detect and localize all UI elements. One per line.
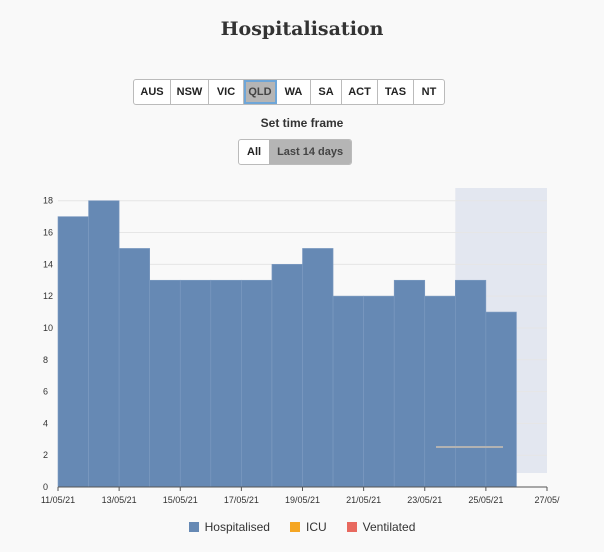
y-tick-label: 14 (43, 259, 53, 269)
state-button-sa[interactable]: SA (311, 80, 342, 104)
bar-hospitalised (302, 248, 334, 488)
timeframe-label: Set time frame (260, 116, 344, 130)
y-tick-label: 16 (43, 228, 53, 238)
legend-item-hospitalised: Hospitalised (188, 520, 270, 534)
y-tick-label: 0 (43, 482, 48, 492)
bar-hospitalised (363, 295, 395, 488)
bar-hospitalised (485, 311, 517, 488)
x-tick-label: 27/05/ (534, 495, 560, 505)
x-tick-label: 17/05/21 (224, 495, 259, 505)
bar-hospitalised (424, 295, 456, 488)
legend-label: ICU (305, 520, 327, 534)
state-button-wa[interactable]: WA (277, 80, 311, 104)
x-tick-label: 11/05/21 (41, 495, 75, 505)
legend-item-ventilated: Ventilated (346, 520, 416, 534)
timeframe-selector: All Last 14 days (238, 139, 353, 165)
y-tick-label: 10 (43, 323, 53, 333)
state-selector: AUS NSW VIC QLD WA SA ACT TAS NT (133, 79, 445, 105)
x-tick-label: 21/05/21 (346, 495, 381, 505)
state-button-tas[interactable]: TAS (378, 80, 414, 104)
state-button-nt[interactable]: NT (421, 86, 437, 98)
y-tick-label: 2 (43, 450, 48, 460)
x-tick-label: 19/05/21 (285, 495, 320, 505)
x-tick-label: 25/05/21 (468, 495, 503, 505)
bar-hospitalised (149, 279, 181, 488)
legend-item-icu: ICU (289, 520, 327, 534)
bar-hospitalised (118, 248, 150, 488)
chart-title: Hospitalisation (220, 18, 384, 40)
timeframe-button-all[interactable]: All (247, 146, 262, 158)
legend-swatch (289, 522, 300, 532)
x-tick-label: 23/05/21 (407, 495, 442, 505)
hospitalisation-chart: 0 2 4 6 8 10 12 14 16 18 11/05/21 13/05/21 15/05/21 1… (41, 188, 560, 505)
timeframe-button-last-14-days[interactable]: Last 14 days (269, 140, 352, 164)
legend-label: Ventilated (362, 520, 416, 534)
state-button-qld[interactable]: QLD (244, 80, 277, 104)
legend-label: Hospitalised (204, 520, 270, 534)
bar-hospitalised (57, 216, 89, 488)
state-button-nsw[interactable]: NSW (171, 80, 209, 104)
state-button-aus[interactable]: AUS (134, 80, 171, 104)
state-button-vic[interactable]: VIC (209, 80, 244, 104)
bar-hospitalised (332, 295, 364, 488)
bar-hospitalised (455, 279, 487, 488)
y-tick-label: 12 (43, 291, 53, 301)
y-tick-label: 6 (43, 387, 48, 397)
y-tick-label: 4 (43, 418, 48, 428)
state-button-act[interactable]: ACT (342, 80, 378, 104)
chart-legend: Hospitalised ICU Ventilated (0, 520, 604, 534)
bar-hospitalised (271, 264, 303, 488)
bar-hospitalised (88, 200, 120, 488)
bar-hospitalised (393, 279, 426, 488)
bar-hospitalised (179, 279, 212, 488)
bar-hospitalised (241, 279, 273, 488)
legend-swatch (188, 522, 199, 532)
x-tick-label: 15/05/21 (163, 495, 198, 505)
y-tick-label: 18 (43, 196, 53, 206)
x-tick-label: 13/05/21 (102, 495, 137, 505)
y-tick-label: 8 (43, 355, 48, 365)
legend-swatch (346, 522, 357, 532)
bar-hospitalised (210, 279, 242, 488)
